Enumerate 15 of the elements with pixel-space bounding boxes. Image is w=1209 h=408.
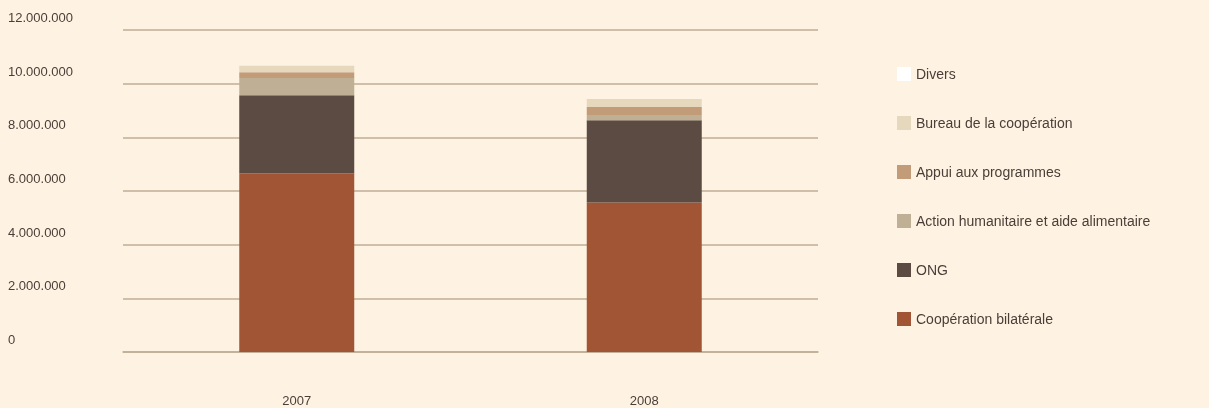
y-tick-label: 12.000.000: [8, 10, 74, 25]
x-tick-label: 2007: [282, 393, 312, 408]
legend-label: Coopération bilatérale: [916, 311, 1054, 327]
y-tick-label: 2.000.000: [8, 278, 66, 294]
y-tick-label: 10.000.000: [8, 63, 74, 79]
y-tick-label: 6.000.000: [8, 171, 66, 186]
legend-label: Action humanitaire et aide alimentaire: [916, 213, 1151, 229]
legend-label: Appui aux programmes: [916, 164, 1061, 180]
legend-label: ONG: [916, 262, 948, 278]
legend-label: Divers: [916, 66, 956, 82]
y-tick-label: 4.000.000: [8, 224, 66, 240]
legend-label: Bureau de la coopération: [916, 115, 1073, 131]
y-tick-label: 8.000.000: [8, 117, 66, 133]
y-tick-label: 0: [8, 332, 16, 347]
x-tick-label: 2008: [629, 393, 659, 408]
